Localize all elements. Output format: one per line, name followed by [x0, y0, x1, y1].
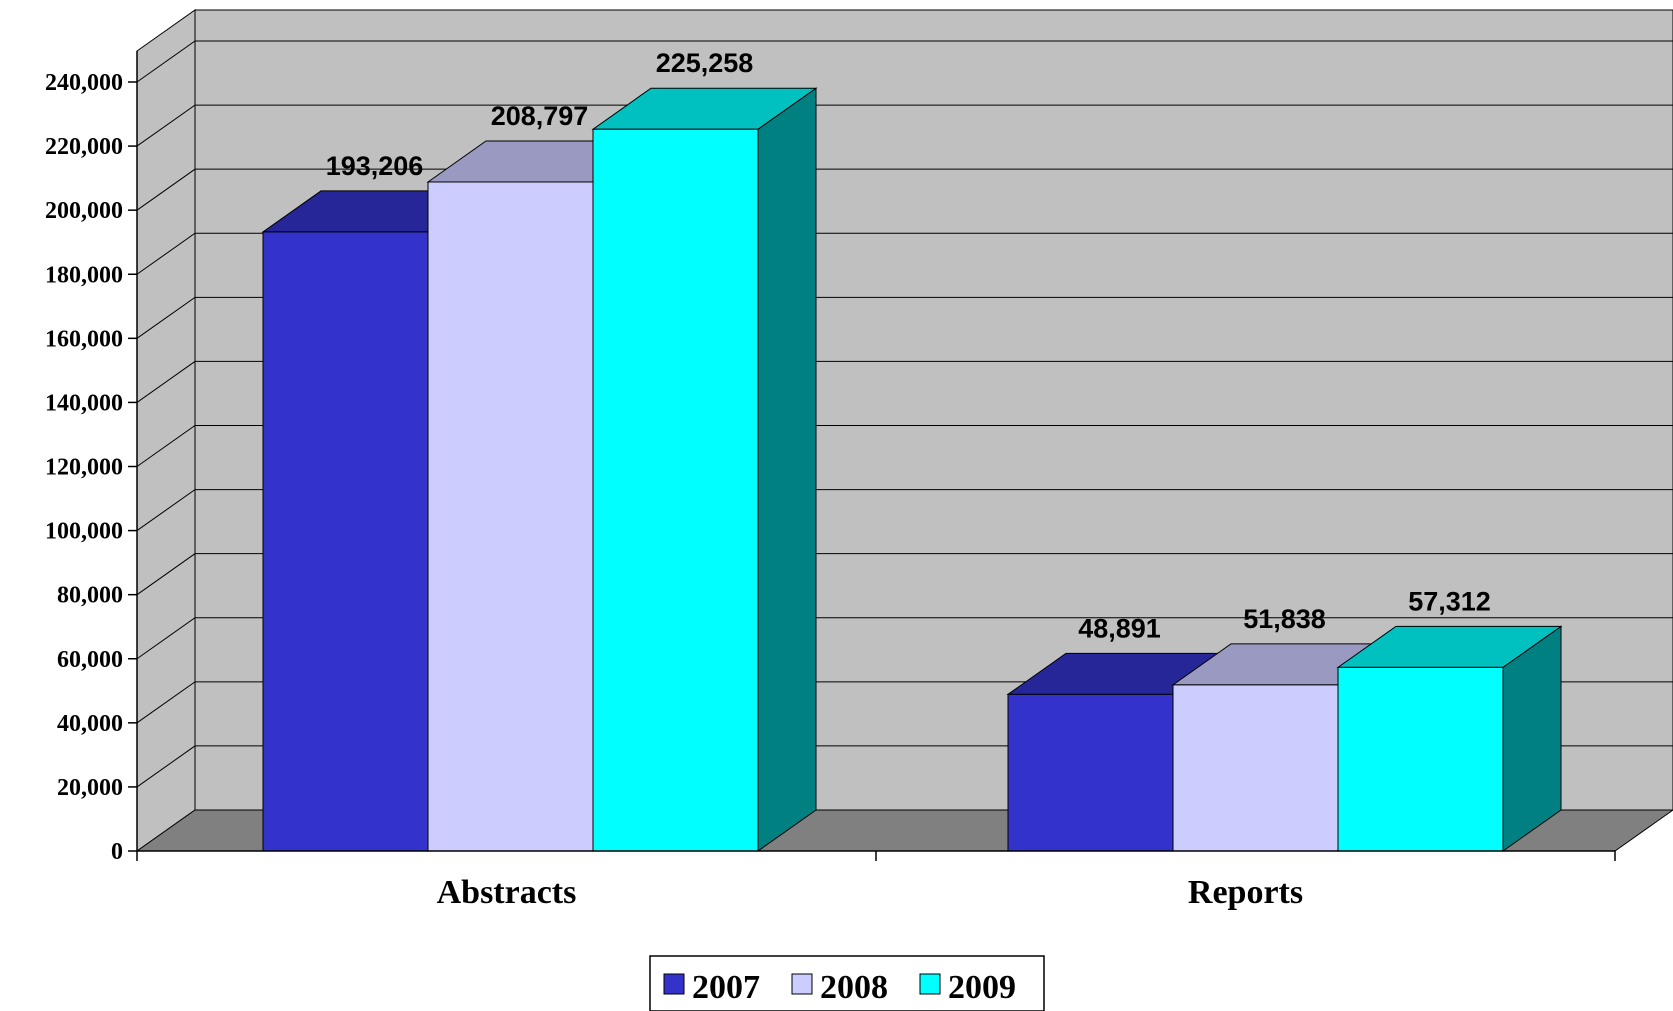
bar-front	[262, 231, 429, 852]
data-label: 225,258	[656, 48, 754, 78]
gridline	[136, 296, 1673, 339]
y-tick-label: 200,000	[45, 198, 123, 224]
y-axis: 0 20,000 40,000 60,000 80,000 100,000 120,000 1…	[45, 51, 138, 865]
x-category-label: Abstracts	[437, 874, 577, 911]
gridline	[136, 232, 1673, 275]
y-tick-label: 220,000	[45, 134, 123, 160]
data-label: 208,797	[491, 101, 589, 131]
legend-label: 2009	[948, 969, 1016, 1006]
y-tick-label: 20,000	[57, 775, 123, 801]
bar	[591, 87, 818, 852]
legend-swatch	[919, 973, 941, 995]
x-category-label: Reports	[1188, 874, 1303, 911]
y-tick-label: 60,000	[57, 647, 123, 673]
y-tick-label: 240,000	[45, 70, 123, 96]
y-tick-label: 160,000	[45, 326, 123, 352]
data-label: 193,206	[326, 151, 424, 181]
side-wall	[136, 9, 196, 852]
gridline	[136, 489, 1673, 531]
y-tick-label: 120,000	[45, 455, 123, 481]
data-label: 48,891	[1078, 613, 1161, 643]
y-tick-label: 40,000	[57, 711, 123, 737]
bar-front	[427, 181, 594, 852]
gridline	[136, 617, 1673, 660]
bar-front	[1007, 693, 1174, 852]
bars	[261, 87, 1563, 852]
gridline	[136, 553, 1673, 596]
legend-box	[649, 955, 1045, 1011]
gridline	[136, 425, 1673, 467]
data-label: 57,312	[1408, 586, 1491, 616]
gridline	[136, 40, 1673, 83]
x-axis: Abstracts Reports	[136, 850, 1616, 911]
bar-side	[757, 87, 817, 852]
data-labels: 193,206 208,797 225,258 48,891 51,838 57,312	[326, 48, 1491, 643]
bar	[1336, 625, 1563, 852]
y-tick-label: 140,000	[45, 390, 123, 416]
legend: 2007 2008 2009	[649, 955, 1045, 1011]
legend-label: 2007	[692, 969, 760, 1006]
bar-front	[1337, 666, 1504, 852]
y-tick-label: 0	[111, 839, 123, 865]
gridline	[136, 104, 1673, 147]
gridlines	[136, 40, 1673, 788]
gridline	[136, 168, 1673, 211]
legend-swatch	[663, 973, 685, 995]
data-label: 51,838	[1243, 604, 1326, 634]
bar-front	[1172, 684, 1339, 852]
y-tick-label: 180,000	[45, 262, 123, 288]
legend-swatch	[791, 973, 813, 995]
gridline	[136, 360, 1673, 403]
y-tick-label: 100,000	[45, 519, 123, 545]
bar-front	[592, 128, 759, 852]
legend-label: 2008	[820, 969, 888, 1006]
y-tick-label: 80,000	[57, 583, 123, 609]
